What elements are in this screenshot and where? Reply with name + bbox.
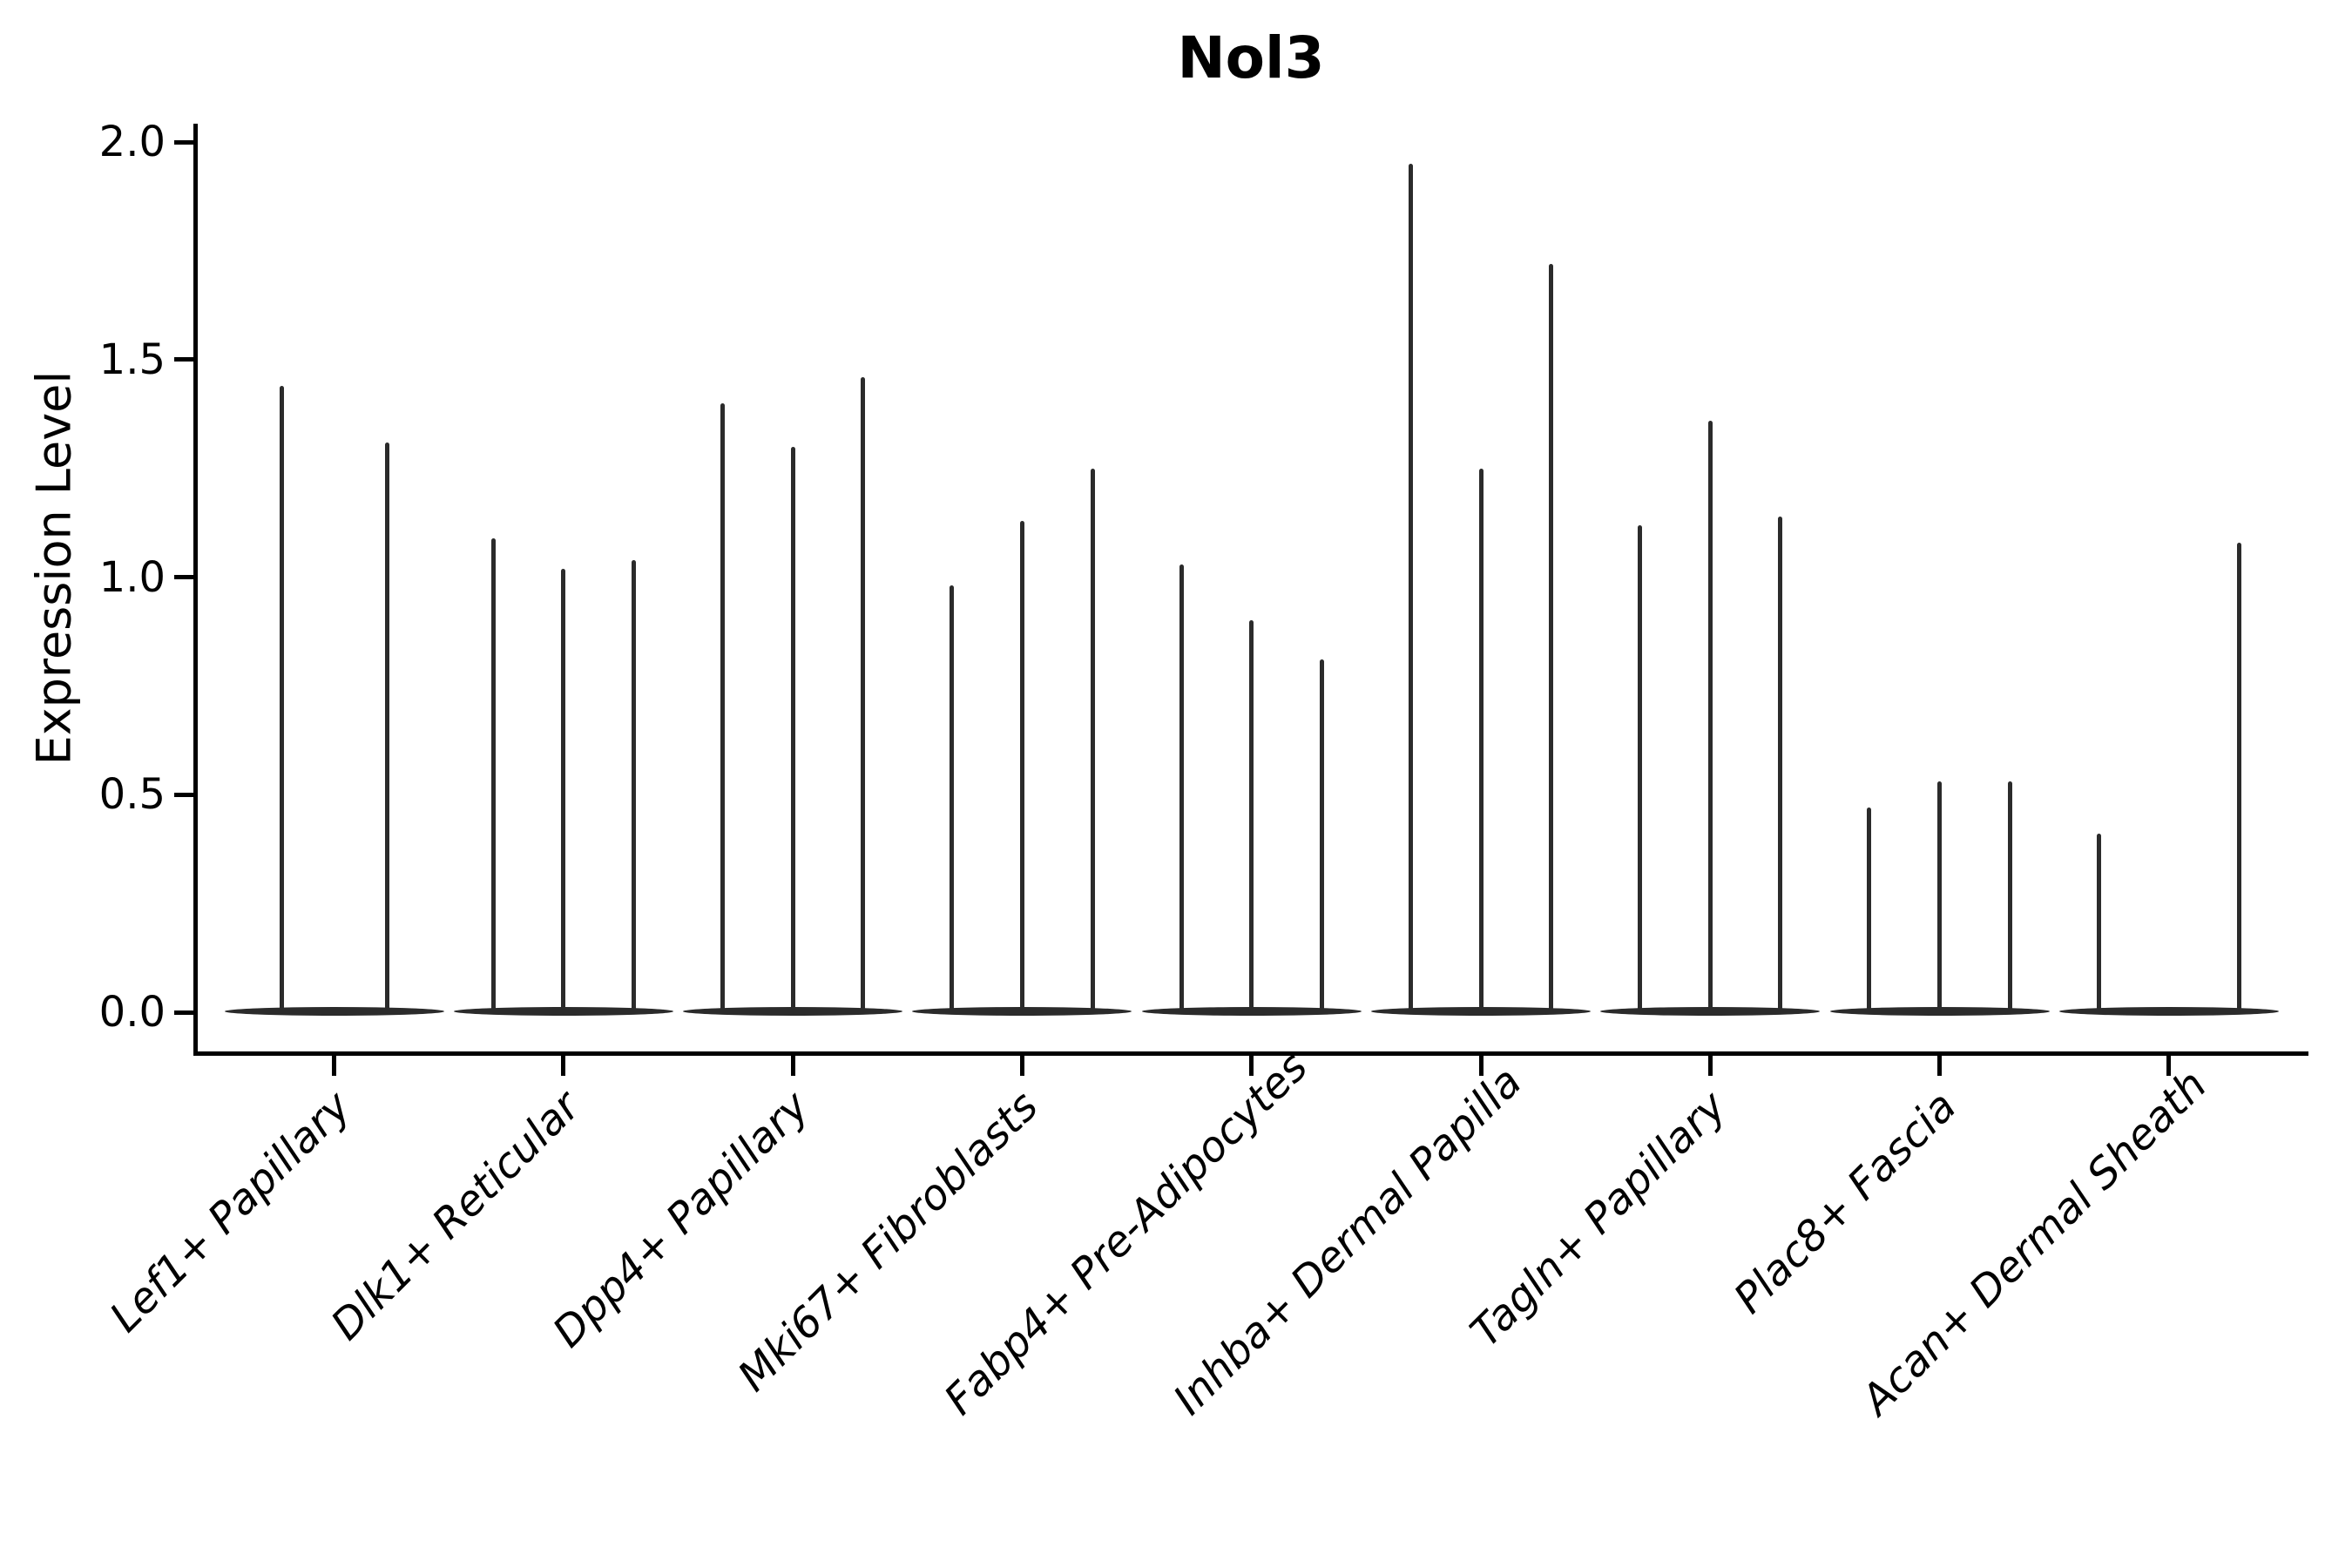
violin-needle	[1408, 163, 1413, 1014]
violin-base	[224, 1007, 444, 1016]
x-tick-mark	[2166, 1056, 2172, 1076]
x-tick-mark	[332, 1056, 336, 1076]
y-tick-mark	[174, 357, 193, 362]
violin-needle	[2237, 542, 2242, 1014]
violin-needle	[561, 568, 566, 1014]
x-tick-mark	[1937, 1056, 1943, 1076]
violin-needle	[1638, 524, 1643, 1014]
violin-needle	[1249, 620, 1254, 1014]
y-tick-label: 2.0	[98, 118, 166, 166]
x-tick-mark	[1707, 1056, 1713, 1076]
violin-needle	[279, 385, 284, 1014]
violin-needle	[1478, 468, 1484, 1014]
x-tick-mark	[561, 1056, 566, 1076]
x-tick-mark	[1019, 1056, 1024, 1076]
violin-needle	[490, 537, 496, 1014]
chart-title: Nol3	[1177, 24, 1325, 91]
violin-base	[2058, 1007, 2279, 1016]
violin-needle	[1778, 516, 1783, 1014]
violin-needle	[1867, 808, 1872, 1014]
violin-needle	[950, 585, 955, 1014]
violin-needle	[1019, 520, 1024, 1014]
violin-needle	[1937, 781, 1943, 1014]
violin-needle	[720, 402, 725, 1014]
violin-needle	[861, 376, 866, 1014]
y-tick-mark	[174, 1010, 193, 1015]
y-tick-mark	[174, 792, 193, 797]
y-tick-mark	[174, 139, 193, 145]
y-tick-label: 0.5	[98, 770, 166, 820]
y-tick-mark	[174, 575, 193, 579]
violin-needle	[1707, 420, 1713, 1014]
violin-needle	[1549, 263, 1554, 1014]
violin-needle	[1319, 659, 1324, 1014]
y-axis-spine	[193, 124, 198, 1056]
violin-needle	[384, 442, 389, 1014]
y-tick-label: 1.0	[98, 552, 166, 602]
violin-needle	[2096, 834, 2101, 1014]
violin-needle	[790, 446, 795, 1014]
y-tick-label: 1.5	[98, 335, 166, 384]
x-tick-mark	[790, 1056, 795, 1076]
violin-needle	[1179, 564, 1184, 1014]
x-axis-spine	[193, 1051, 2308, 1056]
y-tick-label: 0.0	[98, 988, 166, 1037]
violin-needle	[2007, 781, 2012, 1014]
violin-needle	[631, 559, 636, 1014]
x-tick-mark	[1249, 1056, 1254, 1076]
x-tick-mark	[1478, 1056, 1484, 1076]
violin-needle	[1090, 468, 1095, 1014]
